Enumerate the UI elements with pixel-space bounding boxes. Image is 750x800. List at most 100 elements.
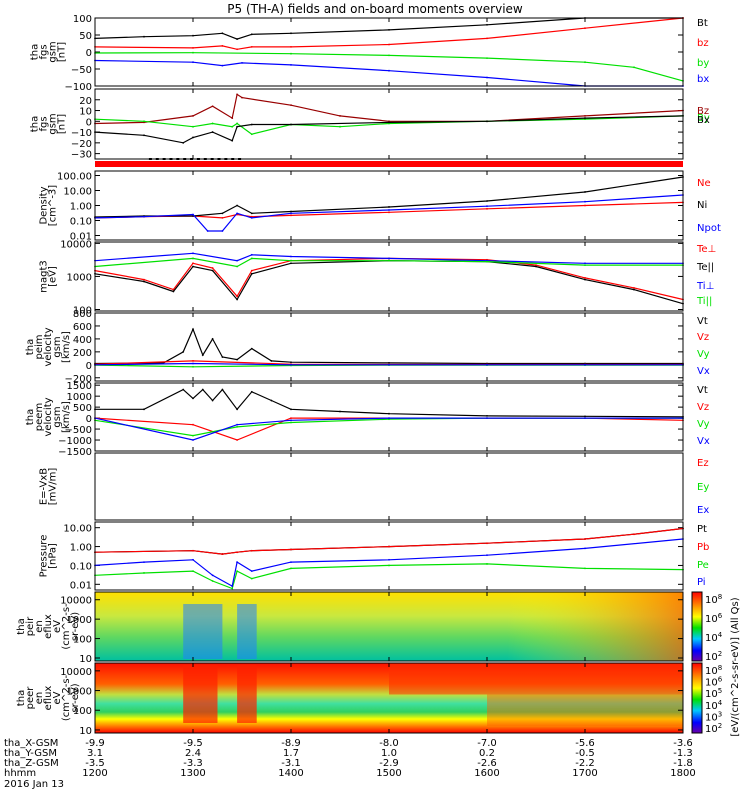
data-point	[236, 561, 239, 564]
y-tick-label: 10	[79, 726, 92, 737]
y-tick-label: 0.10	[70, 561, 92, 572]
data-point	[388, 206, 390, 208]
data-point	[231, 139, 234, 142]
data-point	[290, 419, 292, 422]
colorbar-tick-label: 104	[705, 631, 723, 644]
y-axis-label-line: velocity	[43, 327, 54, 366]
series-line-by	[94, 115, 684, 135]
x-axis-value: 1800	[670, 768, 695, 779]
data-point	[182, 388, 185, 391]
y-tick-label: 0	[86, 117, 92, 128]
data-point	[584, 115, 586, 117]
y-axis-label-line: fgs	[39, 116, 50, 131]
x-axis-value: -3.3	[183, 758, 203, 769]
y-tick-label: −200	[65, 374, 92, 385]
data-point	[250, 216, 253, 219]
data-point	[192, 136, 194, 139]
data-point	[584, 204, 586, 207]
legend-label: bz	[697, 38, 709, 49]
y-axis-label-line: [nPa]	[48, 543, 59, 569]
legend-label: Npot	[697, 223, 721, 234]
y-axis-label-line: eV	[52, 620, 63, 633]
data-point	[388, 564, 390, 567]
data-point	[143, 278, 145, 281]
legend-label: Vy	[697, 349, 710, 360]
y-tick-label: 800	[73, 309, 92, 320]
y-axis-label-line: Density	[39, 186, 50, 224]
series-line-vt	[95, 388, 684, 418]
y-axis-label-line: Pressure	[39, 535, 50, 578]
data-point	[206, 230, 209, 232]
x-axis-value: 1.7	[283, 748, 299, 759]
x-axis-row-label: tha_Z-GSM	[4, 758, 59, 769]
data-point	[486, 120, 488, 123]
data-point	[236, 358, 239, 361]
data-point	[143, 408, 145, 411]
data-point	[231, 125, 234, 128]
data-point	[633, 286, 635, 289]
data-point	[192, 252, 194, 255]
y-tick-label: 600	[73, 322, 92, 333]
data-point	[192, 265, 194, 268]
data-point	[221, 230, 224, 232]
data-point	[584, 264, 586, 267]
y-tick-label: 100	[73, 305, 92, 316]
y-axis-label-line: magt3	[39, 260, 50, 293]
data-point	[221, 553, 224, 555]
y-axis-label-line: peim	[34, 334, 45, 359]
x-axis-value: -9.5	[183, 738, 203, 749]
series-line-vz	[94, 417, 684, 441]
data-point	[290, 46, 292, 48]
y-tick-label: −100	[65, 82, 92, 93]
series-line-pe	[94, 563, 684, 590]
data-point	[290, 123, 292, 126]
data-point	[290, 64, 292, 66]
legend-label: Bt	[697, 18, 708, 29]
legend-label: Ti||	[696, 296, 712, 307]
y-axis-label-line: [cm^-3]	[48, 185, 59, 226]
data-point	[250, 570, 253, 573]
x-axis-value: -7.0	[477, 738, 497, 749]
data-point	[211, 580, 214, 582]
x-axis-value: 1200	[82, 768, 107, 779]
x-axis-value: 1400	[278, 768, 303, 779]
y-tick-label: −1500	[58, 447, 92, 458]
x-axis-value: -2.2	[575, 758, 595, 769]
data-point	[211, 269, 214, 272]
x-axis-value: -2.6	[477, 758, 497, 769]
data-point	[486, 57, 488, 60]
data-point	[192, 397, 194, 400]
data-point	[584, 567, 586, 570]
y-axis-label-line: tha	[30, 116, 41, 132]
colorbar-label: [eV/(cm^2-s-sr-eV)] (All Qs)	[730, 597, 741, 736]
data-point	[143, 35, 145, 38]
data-point	[211, 122, 214, 125]
electron-mid-energy-region	[487, 694, 683, 726]
y-axis-label-line: tha	[25, 409, 36, 425]
y-tick-label: −30	[71, 150, 92, 161]
y-axis-label-line: [eV]	[48, 266, 59, 287]
y-tick-label: 10000	[60, 667, 92, 678]
data-point	[221, 356, 224, 358]
legend-label: By	[697, 113, 710, 124]
data-point	[241, 61, 243, 64]
data-point	[290, 259, 292, 262]
y-axis-label-line: sr-eV)	[70, 683, 81, 712]
legend-label: Te⊥	[696, 244, 716, 255]
legend-label: Te||	[696, 262, 714, 273]
data-point	[388, 363, 390, 366]
data-point	[250, 212, 253, 215]
data-point	[236, 570, 239, 573]
data-point	[192, 47, 194, 49]
y-axis-label-line: en	[34, 620, 45, 633]
y-axis-label-line: peir	[25, 616, 36, 636]
y-tick-label: 100	[73, 635, 92, 646]
y-axis-label-line: gsm	[48, 41, 59, 62]
data-point	[486, 207, 488, 210]
data-point	[486, 260, 488, 263]
data-point	[290, 52, 292, 55]
